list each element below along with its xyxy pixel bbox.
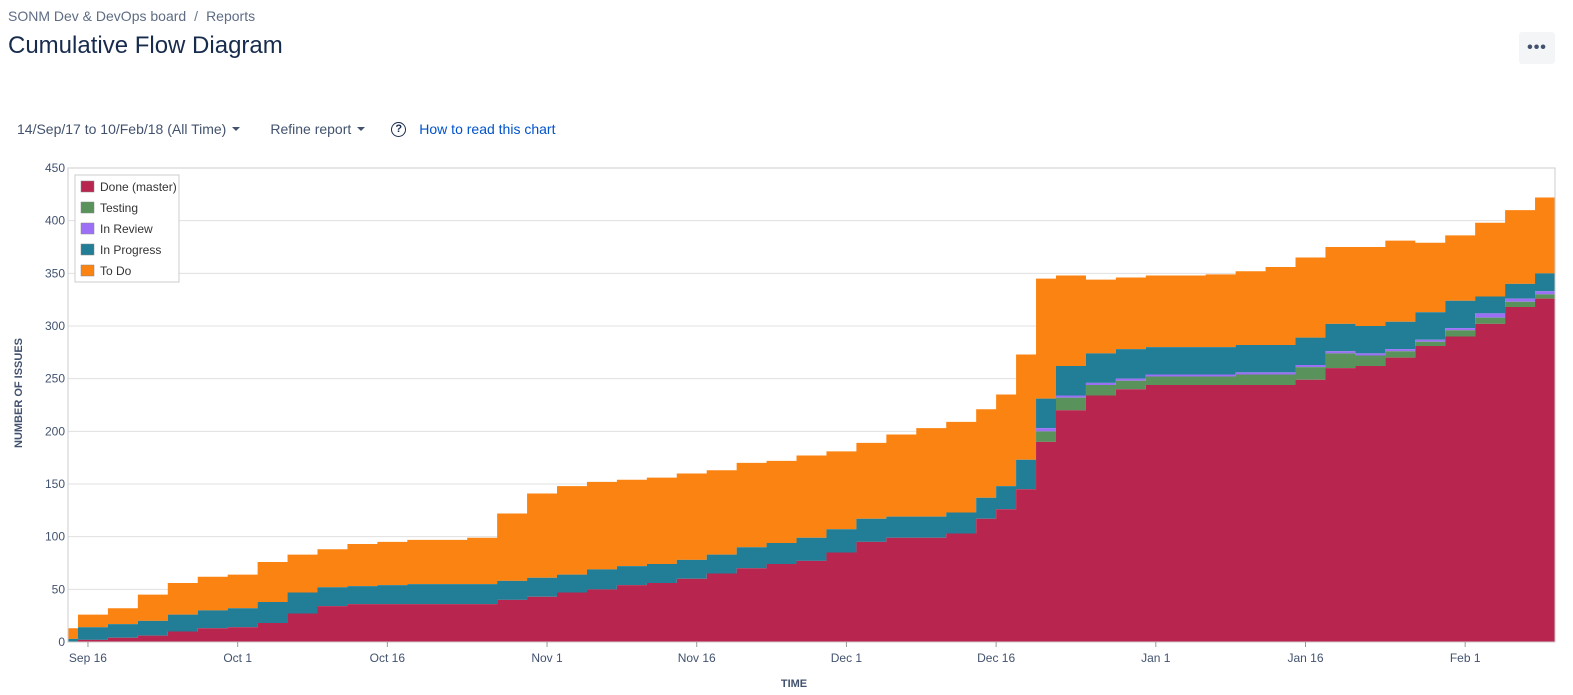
legend-swatch <box>80 264 95 277</box>
question-circle-icon[interactable]: ? <box>391 121 407 137</box>
y-tick-label: 350 <box>45 266 65 280</box>
chevron-down-icon <box>357 127 366 131</box>
cumulative-flow-chart: 0 50 100 150 200 250 300 350 400 450 Sep 16 Oct 1 O… <box>13 161 1556 690</box>
chart-areas <box>68 179 1555 642</box>
more-actions-button[interactable]: ••• <box>1519 32 1555 64</box>
legend-swatch <box>80 180 95 193</box>
y-tick-label: 450 <box>45 161 65 175</box>
x-tick-label: Dec 1 <box>831 651 863 665</box>
more-icon: ••• <box>1527 39 1547 56</box>
chart-axes <box>67 167 1556 643</box>
breadcrumb-board-link[interactable]: SONM Dev & DevOps board <box>8 8 187 24</box>
series-area-in-progress <box>68 259 1555 642</box>
y-tick-label: 300 <box>45 319 65 333</box>
y-tick-label: 50 <box>52 582 66 596</box>
series-area-to-do <box>68 179 1555 639</box>
legend-label: In Progress <box>100 243 161 257</box>
x-tick-label: Feb 1 <box>1450 651 1481 665</box>
legend-swatch <box>80 243 95 256</box>
plot-border <box>67 167 1556 643</box>
legend-swatch <box>80 201 95 214</box>
x-tick-label: Dec 16 <box>977 651 1015 665</box>
refine-report-label: Refine report <box>270 121 352 137</box>
x-tick-label: Jan 16 <box>1287 651 1323 665</box>
x-axis-label: TIME <box>781 678 807 690</box>
legend-label: To Do <box>100 264 132 278</box>
x-tick-label: Nov 1 <box>531 651 563 665</box>
how-to-read-chart-link[interactable]: How to read this chart <box>419 121 556 137</box>
x-axis-ticks: Sep 16 Oct 1 Oct 16 Nov 1 Nov 16 Dec 1 Dec 16 J… <box>69 642 1481 665</box>
x-tick-label: Oct 16 <box>370 651 406 665</box>
y-axis-label: NUMBER OF ISSUES <box>13 338 25 448</box>
breadcrumb: SONM Dev & DevOps board / Reports <box>8 8 255 24</box>
chart-legend: Done (master) Testing In Review In Progress… <box>74 174 180 283</box>
legend-swatch <box>80 222 95 235</box>
date-range-dropdown[interactable]: 14/Sep/17 to 10/Feb/18 (All Time) <box>17 121 241 137</box>
x-tick-label: Nov 16 <box>678 651 716 665</box>
y-tick-label: 0 <box>58 635 65 649</box>
legend-label: In Review <box>100 222 153 236</box>
chevron-down-icon <box>232 127 241 131</box>
date-range-label: 14/Sep/17 to 10/Feb/18 (All Time) <box>17 121 227 137</box>
legend-label: Testing <box>100 201 138 215</box>
y-tick-label: 400 <box>45 214 65 228</box>
y-tick-label: 100 <box>45 530 65 544</box>
breadcrumb-separator: / <box>194 8 199 24</box>
page-title: Cumulative Flow Diagram <box>8 32 283 59</box>
report-controls: 14/Sep/17 to 10/Feb/18 (All Time) Refine… <box>17 121 555 137</box>
y-tick-label: 250 <box>45 372 65 386</box>
y-axis-ticks: 0 50 100 150 200 250 300 350 400 450 <box>45 161 65 649</box>
x-tick-label: Jan 1 <box>1141 651 1171 665</box>
x-tick-label: Oct 1 <box>223 651 252 665</box>
series-area-done-master <box>68 285 1555 642</box>
y-tick-label: 150 <box>45 477 65 491</box>
refine-report-dropdown[interactable]: Refine report <box>270 121 366 137</box>
breadcrumb-reports-link[interactable]: Reports <box>206 8 256 24</box>
y-tick-label: 200 <box>45 424 65 438</box>
x-tick-label: Sep 16 <box>69 651 107 665</box>
legend-label: Done (master) <box>100 180 177 194</box>
